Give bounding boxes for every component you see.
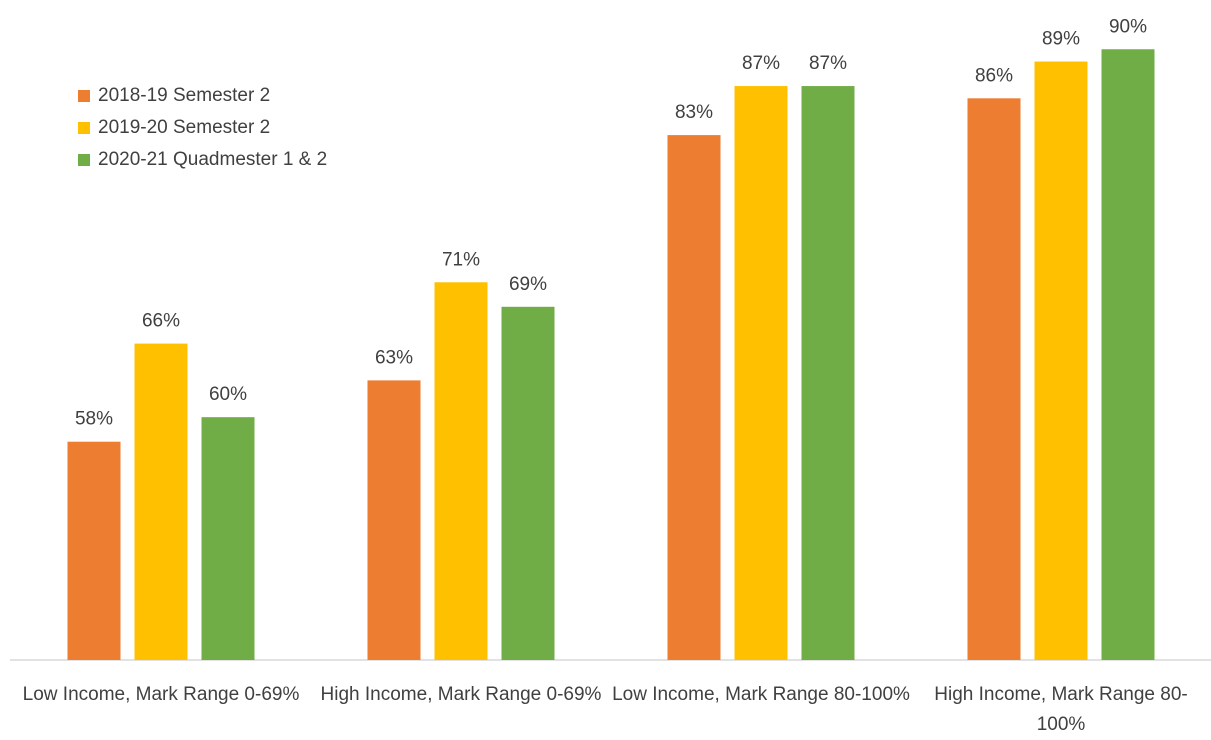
bar <box>201 417 255 660</box>
legend-swatch <box>78 90 90 102</box>
x-tick-label: Low Income, Mark Range 0-69% <box>22 684 300 705</box>
legend-swatch <box>78 154 90 166</box>
bar <box>667 135 721 660</box>
bar <box>967 98 1021 660</box>
data-label: 63% <box>375 347 413 368</box>
x-tick-label: Low Income, Mark Range 80-100% <box>612 684 910 705</box>
legend-label: 2018-19 Semester 2 <box>98 85 270 106</box>
bar <box>434 282 488 660</box>
bar <box>501 306 555 660</box>
data-label: 87% <box>742 53 780 74</box>
data-label: 71% <box>442 249 480 270</box>
x-tick-label: High Income, Mark Range 80-100% <box>934 684 1188 735</box>
x-tick-label: High Income, Mark Range 0-69% <box>320 684 602 705</box>
data-label: 69% <box>509 274 547 295</box>
legend-label: 2020-21 Quadmester 1 & 2 <box>98 149 327 170</box>
bar <box>134 343 188 660</box>
bar <box>67 441 121 660</box>
data-label: 87% <box>809 53 847 74</box>
data-label: 83% <box>675 102 713 123</box>
data-label: 60% <box>209 384 247 405</box>
bar <box>367 380 421 660</box>
bar <box>734 86 788 660</box>
legend-swatch <box>78 122 90 134</box>
data-label: 86% <box>975 65 1013 86</box>
bar <box>1101 49 1155 660</box>
data-label: 89% <box>1042 29 1080 50</box>
data-label: 58% <box>75 409 113 430</box>
bar <box>1034 61 1088 660</box>
data-label: 66% <box>142 311 180 332</box>
legend-label: 2019-20 Semester 2 <box>98 117 270 138</box>
bar <box>801 86 855 660</box>
data-label: 90% <box>1109 16 1147 37</box>
